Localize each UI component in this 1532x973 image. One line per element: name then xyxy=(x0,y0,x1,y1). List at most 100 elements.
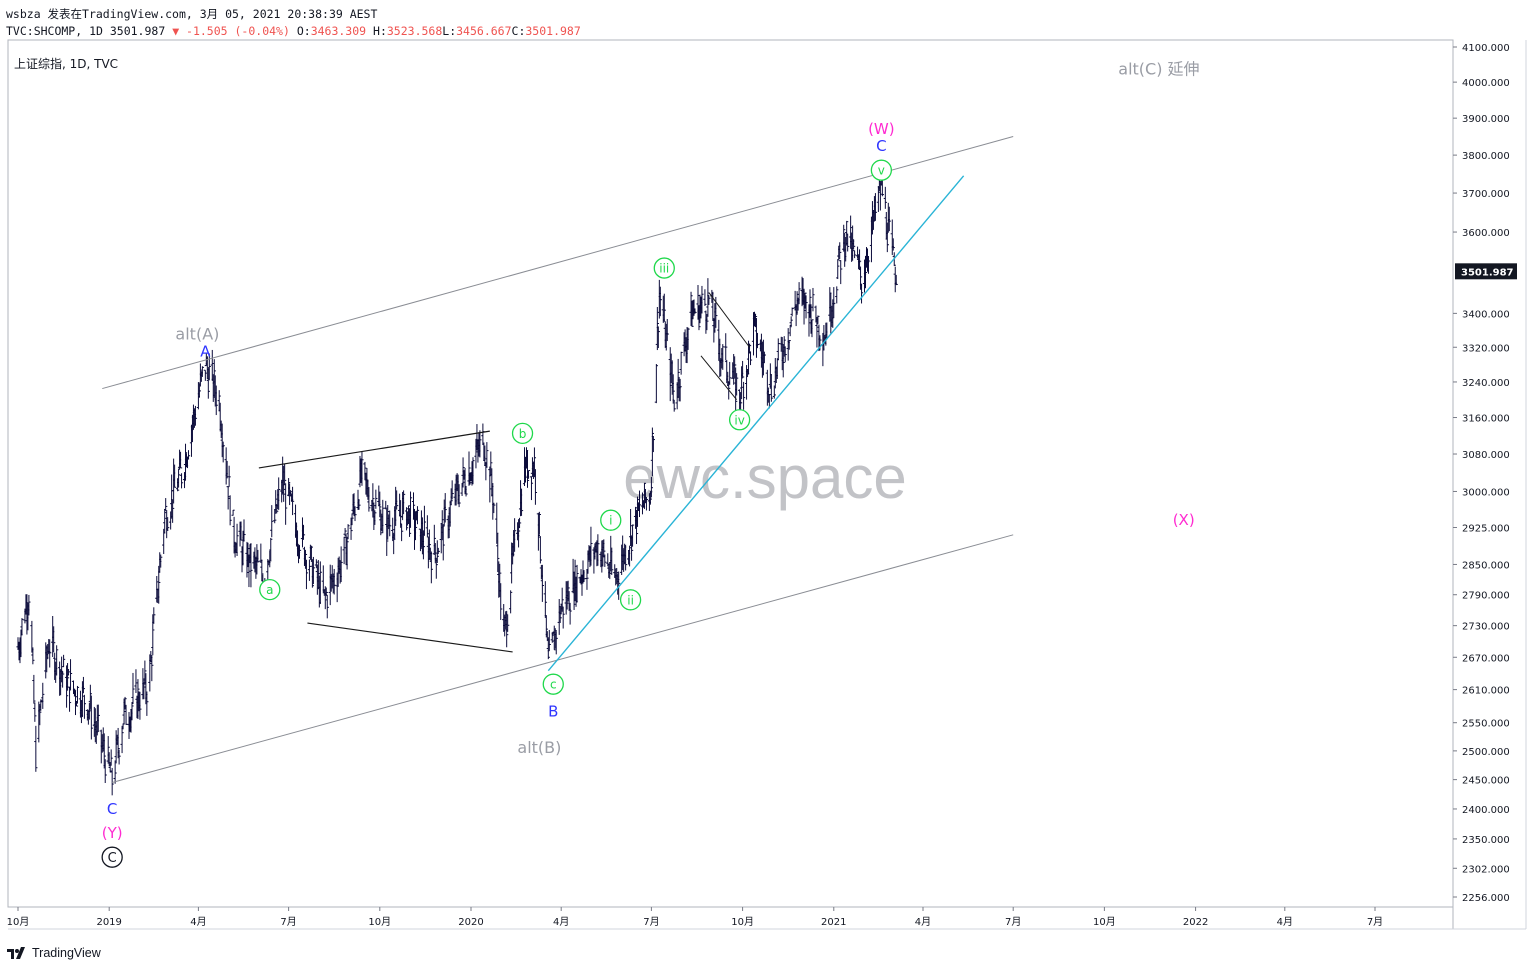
ohlc-bar xyxy=(845,220,849,246)
ohlc-bar xyxy=(894,274,898,286)
wave-label: alt(A) xyxy=(175,324,219,343)
ohlc-bar xyxy=(164,498,168,512)
ohlc-bar xyxy=(186,450,191,460)
ohlc-bar xyxy=(857,249,862,271)
price-tick-label: 3900.000 xyxy=(1462,114,1510,125)
ohlc-bar xyxy=(558,606,562,623)
ohlc-bar xyxy=(283,463,287,486)
ohlc-bar xyxy=(634,509,639,545)
ohlc-c-label: C: xyxy=(511,24,526,38)
publish-info: wsbza 发表在TradingView.com, 3月 05, 2021 20… xyxy=(6,7,378,21)
ohlc-bar xyxy=(633,506,638,529)
ohlc-bar xyxy=(703,289,707,306)
ohlc-bar xyxy=(789,316,793,328)
time-tick-label: 10月 xyxy=(1093,916,1116,928)
ohlc-bar xyxy=(537,511,541,535)
ohlc-bar xyxy=(245,541,249,578)
ohlc-bar xyxy=(513,518,517,552)
ohlc-bar xyxy=(32,674,36,704)
ohlc-bar xyxy=(310,559,314,588)
ohlc-bar xyxy=(741,381,746,410)
wave-label: alt(B) xyxy=(517,738,561,757)
wave-label: B xyxy=(548,703,558,721)
ohlc-bar xyxy=(381,499,385,534)
ohlc-bar xyxy=(532,447,537,478)
time-axis[interactable]: 10月 2019 4月 7月 10月 2020 4月 7月 10月 2021 4月 7月 10月 2022… xyxy=(7,907,1384,928)
ohlc-bar xyxy=(363,461,367,481)
trendline-channel-upper xyxy=(102,136,1014,390)
ohlc-bar xyxy=(386,504,390,540)
ohlc-bar xyxy=(693,308,697,314)
ohlc-bar xyxy=(324,587,328,597)
ohlc-bar xyxy=(332,568,336,595)
ohlc-h: 3523.568 xyxy=(386,24,443,38)
ohlc-bar xyxy=(762,351,766,364)
ohlc-bar xyxy=(178,451,183,469)
ohlc-bar xyxy=(314,559,318,569)
ohlc-bar xyxy=(163,508,167,533)
time-tick-label: 7月 xyxy=(280,916,296,928)
ohlc-bar xyxy=(193,405,198,426)
ohlc-bar xyxy=(270,505,274,538)
ohlc-bar xyxy=(858,266,863,290)
wave-label: ii xyxy=(627,593,634,607)
ohlc-bar xyxy=(207,353,211,381)
symbol-price: TVC:SHCOMP, 1D 3501.987 xyxy=(6,24,166,38)
ohlc-bar xyxy=(753,314,758,328)
ohlc-bar xyxy=(212,359,216,398)
price-tick-label: 3800.000 xyxy=(1462,151,1510,162)
ohlc-bar xyxy=(145,691,149,716)
ohlc-bar xyxy=(203,369,207,381)
ohlc-bar xyxy=(627,545,632,567)
ohlc-bar xyxy=(748,351,753,366)
ohlc-bar xyxy=(435,540,439,564)
ohlc-bar xyxy=(538,536,542,564)
ohlc-bar xyxy=(162,528,166,554)
ohlc-bar xyxy=(686,327,690,350)
ohlc-bar xyxy=(214,385,218,416)
wave-label: (Y) xyxy=(102,824,123,842)
ohlc-bar xyxy=(142,681,146,700)
ohlc-bar xyxy=(678,378,682,402)
ohlc-bar xyxy=(273,509,277,524)
price-tick-label: 4100.000 xyxy=(1462,43,1510,54)
ohlc-bar xyxy=(859,283,864,304)
ohlc-bar xyxy=(309,545,314,562)
trendline-support-cyan xyxy=(547,175,965,672)
ohlc-bar xyxy=(404,507,409,531)
ohlc-bar xyxy=(116,727,120,759)
ohlc-bar xyxy=(421,530,426,560)
ohlc-bar xyxy=(838,242,842,260)
ohlc-bar xyxy=(350,513,354,526)
wave-label-circle: a xyxy=(259,578,281,601)
ohlc-bar xyxy=(110,767,114,796)
tradingview-logo[interactable]: TradingView xyxy=(6,946,101,960)
ohlc-bar xyxy=(596,534,600,566)
ohlc-bar xyxy=(624,544,628,571)
wave-label: v xyxy=(878,164,885,178)
ohlc-bar xyxy=(65,663,70,691)
ohlc-bar xyxy=(239,521,243,541)
ohlc-bar xyxy=(401,490,406,515)
ohlc-bar xyxy=(81,676,86,694)
ohlc-bar xyxy=(343,528,347,537)
ohlc-bar xyxy=(68,659,73,691)
ohlc-bar xyxy=(782,336,786,357)
ohlc-bar xyxy=(689,291,693,326)
ohlc-bar xyxy=(113,760,117,784)
ohlc-bar xyxy=(228,495,232,526)
ohlc-bar xyxy=(52,626,56,653)
ohlc-bar xyxy=(478,430,482,458)
ohlc-bar xyxy=(608,563,612,580)
ohlc-bar xyxy=(353,506,357,522)
ohlc-bar xyxy=(839,260,843,285)
ohlc-bar xyxy=(436,547,440,555)
ohlc-bar xyxy=(371,483,375,518)
ohlc-bar xyxy=(690,300,694,327)
price-tick-label: 2670.000 xyxy=(1462,653,1510,664)
price-axis[interactable]: 4100.000 4000.000 3900.000 3800.000 3700.000… xyxy=(1453,43,1517,904)
ohlc-bar xyxy=(150,654,154,682)
last-price-label: 3501.987 xyxy=(1461,267,1514,278)
